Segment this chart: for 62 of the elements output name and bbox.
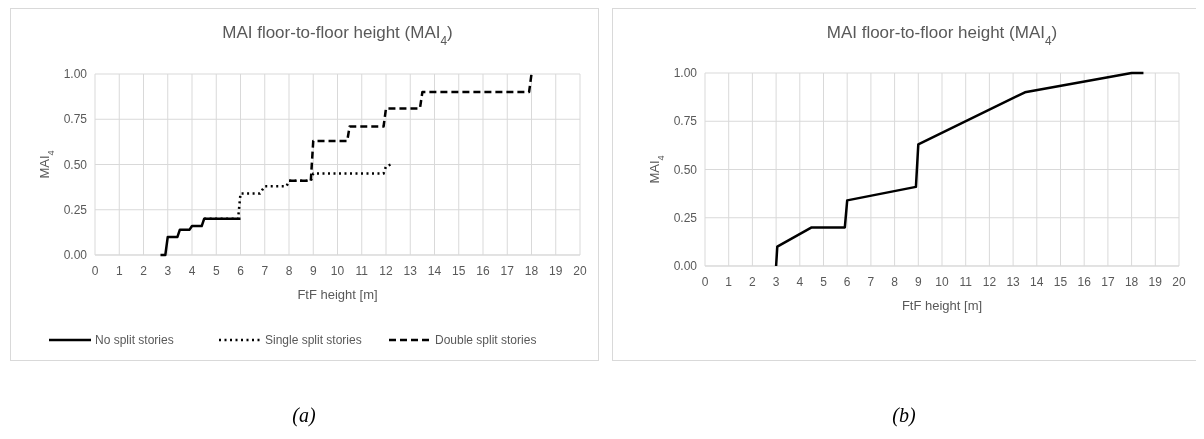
- x-tick-label: 20: [1172, 275, 1186, 289]
- y-tick-label: 0.50: [63, 157, 88, 172]
- x-tick-label: 15: [452, 264, 466, 278]
- y-tick-label: 1.00: [63, 67, 88, 82]
- x-tick-label: 7: [261, 264, 269, 278]
- x-tick-label: 2: [140, 264, 148, 278]
- y-tick-label: 0.50: [673, 162, 698, 177]
- x-tick-label: 11: [355, 264, 369, 278]
- x-tick-label: 3: [164, 264, 172, 278]
- x-tick-label: 9: [309, 264, 317, 278]
- y-tick-label: 0.25: [63, 202, 88, 217]
- x-tick-label: 5: [212, 264, 220, 278]
- x-tick-label: 16: [1077, 275, 1092, 289]
- x-tick-label: 12: [982, 275, 997, 289]
- x-tick-label: 15: [1053, 275, 1068, 289]
- x-tick-label: 17: [1101, 275, 1115, 289]
- y-tick-label: 0.00: [673, 259, 698, 274]
- x-tick-label: 19: [1148, 275, 1163, 289]
- x-axis-title: FtF height [m]: [297, 287, 378, 302]
- x-tick-label: 13: [403, 264, 418, 278]
- x-tick-label: 2: [749, 275, 757, 289]
- x-tick-label: 3: [772, 275, 780, 289]
- legend-label: Double split stories: [435, 333, 537, 348]
- line-series: [774, 71, 1145, 268]
- chart-title: MAI floor-to-floor height (MAI$_{4}$): [222, 23, 453, 48]
- x-tick-label: 10: [935, 275, 949, 289]
- chart-title: MAI floor-to-floor height (MAI$_{4}$): [826, 23, 1058, 48]
- x-tick-label: 8: [891, 275, 899, 289]
- x-tick-label: 11: [959, 275, 973, 289]
- text: (b): [892, 404, 916, 427]
- x-tick-label: 1: [725, 275, 733, 289]
- legend-label: Single split stories: [265, 333, 362, 348]
- x-tick-label: 18: [1124, 275, 1139, 289]
- x-tick-label: 20: [573, 264, 587, 278]
- x-tick-label: 9: [914, 275, 922, 289]
- y-tick-label: 0.00: [63, 248, 88, 263]
- x-tick-label: 8: [285, 264, 293, 278]
- x-tick-label: 10: [330, 264, 345, 278]
- text: (a): [292, 404, 316, 427]
- x-tick-label: 0: [701, 275, 709, 289]
- x-tick-label: 14: [1030, 275, 1044, 289]
- x-tick-label: 14: [427, 264, 442, 278]
- x-tick-label: 6: [843, 275, 851, 289]
- x-tick-label: 0: [91, 264, 99, 278]
- x-tick-label: 12: [379, 264, 393, 278]
- x-tick-label: 7: [867, 275, 875, 289]
- x-tick-label: 6: [237, 264, 245, 278]
- x-tick-label: 17: [500, 264, 515, 278]
- x-tick-label: 4: [796, 275, 804, 289]
- x-tick-label: 16: [476, 264, 490, 278]
- y-tick-label: 0.75: [673, 114, 698, 129]
- legend-label: No split stories: [95, 333, 174, 348]
- x-tick-label: 5: [820, 275, 828, 289]
- y-tick-label: 0.25: [673, 210, 698, 225]
- x-tick-label: 18: [524, 264, 539, 278]
- x-tick-label: 4: [188, 264, 196, 278]
- x-tick-label: 19: [549, 264, 563, 278]
- y-tick-label: 0.75: [63, 112, 88, 127]
- x-tick-label: 1: [115, 264, 123, 278]
- x-axis-title: FtF height [m]: [901, 298, 983, 313]
- x-tick-label: 13: [1006, 275, 1021, 289]
- y-tick-label: 1.00: [673, 66, 698, 81]
